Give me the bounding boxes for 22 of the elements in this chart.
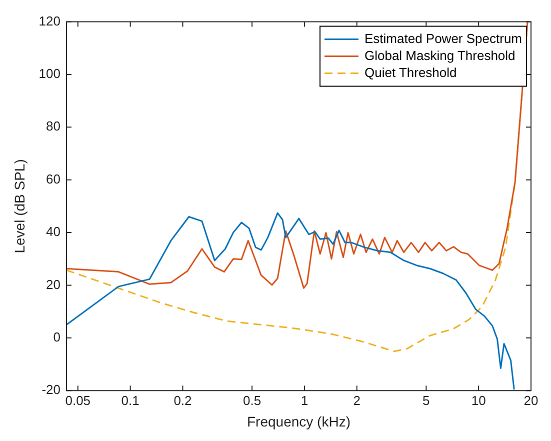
x-tick-label: 2 (353, 392, 360, 408)
y-axis-title: Level (dB SPL) (11, 159, 28, 254)
x-tick-label: 1 (300, 392, 308, 408)
x-tick-label: 0.1 (121, 392, 140, 408)
y-tick-label: 0 (53, 329, 60, 344)
y-tick-label: 60 (46, 171, 60, 186)
legend-label: Estimated Power Spectrum (364, 30, 522, 46)
legend-label: Global Masking Threshold (364, 48, 516, 63)
legend-label: Quiet Threshold (364, 64, 457, 80)
y-tick-label: -20 (42, 382, 60, 398)
x-tick-label: 20 (524, 392, 538, 408)
x-tick-label: 0.05 (65, 392, 91, 408)
y-tick-label: 80 (46, 118, 60, 134)
x-tick-label: 0.2 (174, 392, 192, 408)
x-axis-title: Frequency (kHz) (247, 413, 350, 430)
y-tick-label: 120 (38, 13, 60, 28)
x-tick-label: 5 (422, 392, 430, 408)
x-tick-label: 10 (471, 392, 486, 408)
y-tick-label: 40 (46, 224, 60, 240)
y-tick-label: 100 (38, 66, 60, 82)
y-tick-label: 20 (46, 276, 60, 292)
x-tick-label: 0.5 (242, 392, 262, 408)
